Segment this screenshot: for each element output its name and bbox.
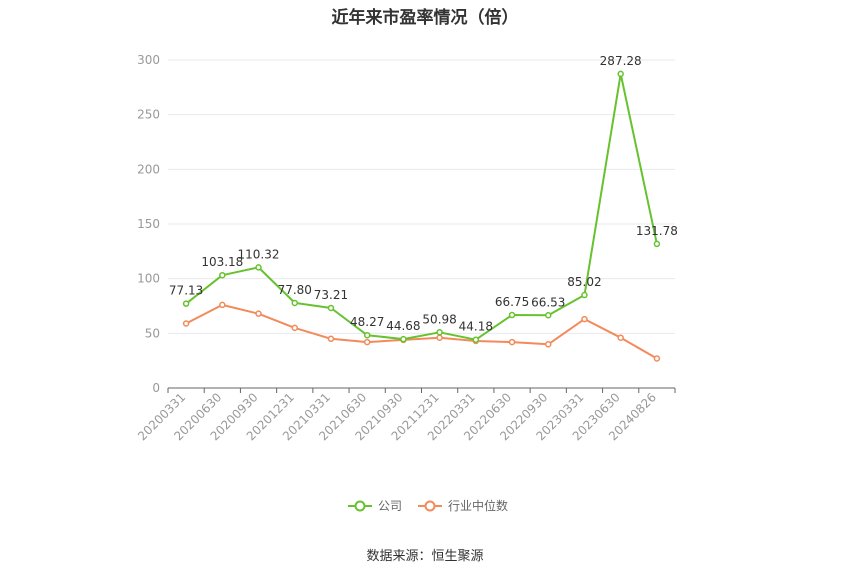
company-data-label: 66.75 bbox=[495, 295, 529, 309]
legend-company[interactable]: 公司 bbox=[348, 499, 402, 513]
industry-point bbox=[617, 334, 624, 341]
company-point bbox=[219, 271, 226, 279]
series-lines bbox=[182, 70, 661, 362]
company-data-label: 85.02 bbox=[567, 275, 601, 289]
company-point bbox=[182, 300, 190, 307]
company-data-label: 110.32 bbox=[238, 247, 280, 261]
industry-point bbox=[436, 334, 443, 341]
y-tick-label: 0 bbox=[152, 381, 160, 395]
industry-point bbox=[182, 320, 190, 327]
legend-industry[interactable]: 行业中位数 bbox=[418, 498, 508, 513]
industry-point bbox=[508, 338, 516, 346]
company-data-label: 103.18 bbox=[201, 255, 243, 269]
company-point bbox=[327, 304, 335, 312]
legend-company-marker bbox=[354, 500, 366, 512]
legend[interactable]: 公司 行业中位数 bbox=[348, 498, 508, 513]
company-data-label: 44.68 bbox=[386, 319, 420, 333]
company-series-line bbox=[185, 72, 658, 341]
company-point bbox=[436, 329, 443, 336]
chart-title: 近年来市盈率情况（倍） bbox=[331, 8, 519, 28]
company-data-label: 73.21 bbox=[314, 288, 348, 302]
company-point bbox=[653, 240, 661, 248]
company-data-label: 44.18 bbox=[459, 320, 493, 334]
y-tick-label: 50 bbox=[145, 326, 160, 340]
company-point bbox=[255, 264, 262, 271]
industry-point bbox=[327, 335, 335, 343]
y-tick-label: 300 bbox=[137, 53, 160, 67]
company-data-label: 50.98 bbox=[422, 312, 456, 326]
industry-point bbox=[653, 355, 661, 362]
company-point bbox=[363, 331, 371, 339]
company-point bbox=[291, 299, 298, 307]
industry-point bbox=[219, 301, 226, 309]
legend-industry-label: 行业中位数 bbox=[448, 498, 508, 513]
company-point bbox=[581, 291, 588, 299]
source-note: 数据来源：恒生聚源 bbox=[366, 549, 484, 564]
company-data-label: 66.53 bbox=[531, 295, 565, 309]
legend-company-label: 公司 bbox=[378, 499, 402, 513]
industry-point bbox=[255, 310, 262, 317]
axes: 0501001502002503002020033120200630202009… bbox=[135, 53, 676, 443]
legend-industry-marker bbox=[424, 500, 436, 512]
company-point bbox=[508, 311, 516, 319]
y-tick-label: 100 bbox=[137, 272, 160, 286]
grid-lines bbox=[168, 59, 675, 334]
company-point bbox=[400, 335, 407, 343]
company-data-label: 77.13 bbox=[169, 284, 203, 298]
company-point bbox=[617, 70, 624, 78]
company-data-label: 131.78 bbox=[636, 224, 678, 238]
industry-point bbox=[291, 324, 298, 332]
industry-point bbox=[581, 315, 588, 323]
company-point bbox=[472, 336, 480, 343]
company-data-label: 77.80 bbox=[278, 283, 312, 297]
industry-point bbox=[545, 341, 552, 348]
industry-series-line bbox=[185, 303, 658, 360]
y-tick-label: 150 bbox=[137, 217, 160, 231]
y-tick-label: 250 bbox=[137, 108, 160, 122]
y-tick-label: 200 bbox=[137, 162, 160, 176]
company-point bbox=[545, 312, 552, 319]
company-data-label: 48.27 bbox=[350, 315, 384, 329]
company-data-label: 287.28 bbox=[600, 54, 642, 68]
industry-point bbox=[363, 338, 371, 346]
